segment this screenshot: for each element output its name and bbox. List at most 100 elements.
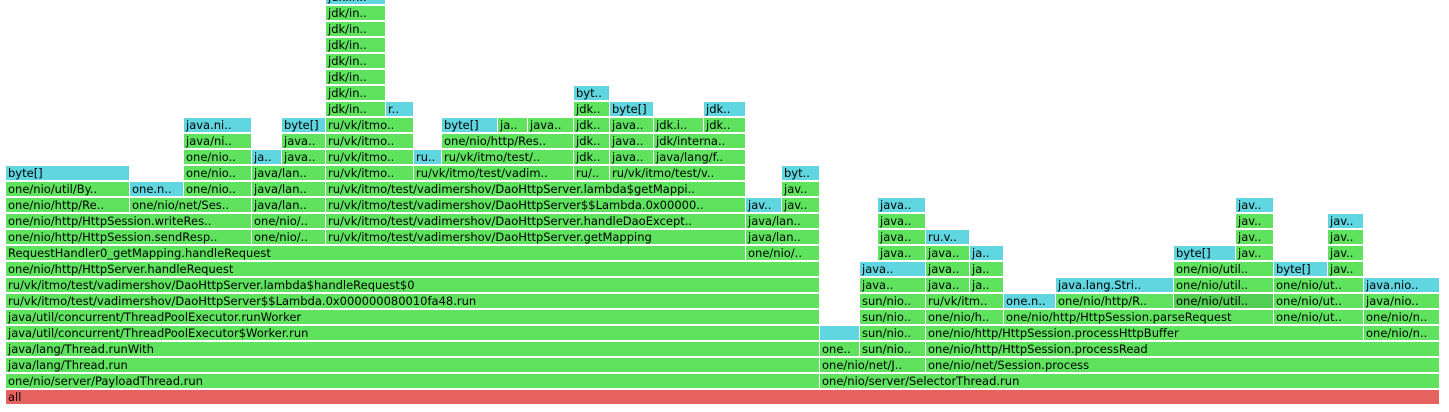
stack-frame[interactable]: sun/nio.. [860,342,926,357]
stack-frame[interactable]: one/nio/net/Session.process [926,358,1440,373]
stack-frame[interactable]: java/lan.. [252,182,326,197]
stack-frame[interactable]: java/ni.. [184,134,252,149]
stack-frame[interactable] [820,326,860,341]
stack-frame[interactable]: java/lan.. [252,198,326,213]
stack-frame[interactable]: byte[] [1274,262,1328,277]
stack-frame[interactable]: one/nio/http/HttpSession.parseRequest [1004,310,1274,325]
stack-frame[interactable]: one/nio/http/Re.. [6,198,130,213]
stack-frame[interactable]: jav.. [1328,214,1364,229]
stack-frame[interactable]: java/lang/Thread.runWith [6,342,820,357]
stack-frame[interactable]: jdk.. [704,118,746,133]
stack-frame[interactable]: one/nio/.. [252,230,326,245]
stack-frame[interactable]: ru/vk/itmo/test/vadimershov/DaoHttpServe… [326,230,746,245]
stack-frame[interactable]: one/nio/util.. [1174,294,1274,309]
stack-frame[interactable]: ru/vk/itmo/test/v.. [610,166,746,181]
stack-frame[interactable]: jdk/in.. [326,86,386,101]
stack-frame[interactable]: java.. [610,134,654,149]
stack-frame[interactable]: java.. [926,246,970,261]
stack-frame[interactable]: ru/vk/itmo.. [326,166,414,181]
stack-frame[interactable]: one/nio/server/SelectorThread.run [820,374,1440,389]
stack-frame[interactable]: one/nio/ut.. [1274,278,1364,293]
stack-frame[interactable]: one/nio/net/J.. [820,358,926,373]
stack-frame[interactable]: jdk/in.. [326,38,386,53]
stack-frame[interactable]: one.. [820,342,860,357]
stack-frame[interactable]: sun/nio.. [860,294,926,309]
stack-frame[interactable]: one/nio/http/HttpSession.processRead [926,342,1440,357]
stack-frame[interactable]: one/nio/server/PayloadThread.run [6,374,820,389]
stack-frame[interactable]: one/nio/http/Res.. [442,134,574,149]
stack-frame[interactable]: byte[] [6,166,130,181]
stack-frame[interactable]: ru/vk/itmo/test/vadimershov/DaoHttpServe… [326,214,746,229]
stack-frame[interactable]: jav.. [782,182,820,197]
stack-frame[interactable]: java.. [878,230,926,245]
stack-frame[interactable]: one/nio/http/HttpSession.sendResp.. [6,230,252,245]
stack-frame[interactable]: one/nio/n.. [1364,310,1440,325]
stack-frame[interactable]: ja.. [252,150,282,165]
stack-frame[interactable]: byte[] [1174,246,1236,261]
stack-frame[interactable]: jav.. [1236,230,1274,245]
stack-frame[interactable]: one/nio/net/Ses.. [130,198,252,213]
stack-frame[interactable]: jdk.. [704,102,746,117]
stack-frame[interactable]: ja.. [970,278,1004,293]
stack-frame[interactable]: ru/vk/itmo/test/vadimershov/DaoHttpServe… [6,278,820,293]
stack-frame[interactable]: one/nio/util/By.. [6,182,130,197]
stack-frame[interactable]: jdk/in.. [326,102,386,117]
stack-frame[interactable]: one/nio/n.. [1364,326,1440,341]
stack-frame[interactable]: one.n.. [1004,294,1056,309]
stack-frame[interactable]: java.. [610,118,654,133]
stack-frame[interactable]: java.. [878,198,926,213]
stack-frame[interactable]: one.n.. [130,182,184,197]
stack-frame[interactable]: jdk.. [574,134,610,149]
stack-frame[interactable]: ja.. [970,262,1004,277]
stack-frame[interactable]: jav.. [782,198,820,213]
stack-frame[interactable]: java/lan.. [746,214,820,229]
stack-frame[interactable]: one/nio.. [184,166,252,181]
root-frame[interactable]: all [6,390,1440,405]
stack-frame[interactable]: jdk/in.. [326,22,386,37]
stack-frame[interactable]: jdk/in.. [326,70,386,85]
stack-frame[interactable]: ru.v.. [926,230,970,245]
stack-frame[interactable]: jdk/in.. [326,6,386,21]
stack-frame[interactable]: ru/vk/itmo/test/vadimershov/DaoHttpServe… [326,198,746,213]
stack-frame[interactable]: byte[] [282,118,326,133]
stack-frame[interactable]: ru/vk/itmo/test/vadim.. [414,166,574,181]
stack-frame[interactable]: one/nio/h.. [926,310,1004,325]
stack-frame[interactable]: sun/nio.. [860,326,926,341]
stack-frame[interactable]: byte[] [442,118,498,133]
stack-frame[interactable]: one/nio/http/HttpServer.handleRequest [6,262,820,277]
stack-frame[interactable]: ru/vk/itmo/test/vadimershov/DaoHttpServe… [6,294,820,309]
stack-frame[interactable]: java/lang/f.. [654,150,746,165]
stack-frame[interactable]: java.. [878,214,926,229]
stack-frame[interactable]: one/nio/ut.. [1274,310,1364,325]
stack-frame[interactable]: java/util/concurrent/ThreadPoolExecutor$… [6,326,820,341]
stack-frame[interactable]: ru/vk/itmo.. [326,118,414,133]
stack-frame[interactable]: jdk.. [574,150,610,165]
stack-frame[interactable]: jdk/interna.. [654,134,746,149]
stack-frame[interactable]: jdk.. [574,102,610,117]
stack-frame[interactable]: java/nio.. [1364,294,1440,309]
stack-frame[interactable]: one/nio/http/HttpSession.processHttpBuff… [926,326,1364,341]
stack-frame[interactable]: byt.. [782,166,820,181]
stack-frame[interactable]: jav.. [746,198,782,213]
stack-frame[interactable]: one/nio/http/R.. [1056,294,1174,309]
stack-frame[interactable]: byte[] [610,102,654,117]
stack-frame[interactable]: one/nio/.. [746,246,820,261]
stack-frame[interactable]: java.ni.. [184,118,252,133]
stack-frame[interactable]: java.. [878,246,926,261]
stack-frame[interactable]: r.. [386,102,414,117]
stack-frame[interactable]: ru/.. [574,166,610,181]
stack-frame[interactable]: java/lan.. [252,166,326,181]
stack-frame[interactable]: one/nio.. [184,182,252,197]
stack-frame[interactable]: jdk/in.. [326,54,386,69]
stack-frame[interactable]: one/nio/.. [252,214,326,229]
stack-frame[interactable]: java.nio.. [1364,278,1440,293]
stack-frame[interactable]: one/nio.. [184,150,252,165]
stack-frame[interactable]: java.. [282,134,326,149]
stack-frame[interactable]: sun/nio.. [860,310,926,325]
stack-frame[interactable]: one/nio/util.. [1174,278,1274,293]
stack-frame[interactable]: RequestHandler0_getMapping.handleRequest [6,246,746,261]
stack-frame[interactable]: ja.. [970,246,1004,261]
stack-frame[interactable]: ru/vk/itm.. [926,294,1004,309]
stack-frame[interactable]: ru/vk/itmo/test/vadimershov/DaoHttpServe… [326,182,746,197]
stack-frame[interactable]: java.lang.Stri.. [1056,278,1174,293]
